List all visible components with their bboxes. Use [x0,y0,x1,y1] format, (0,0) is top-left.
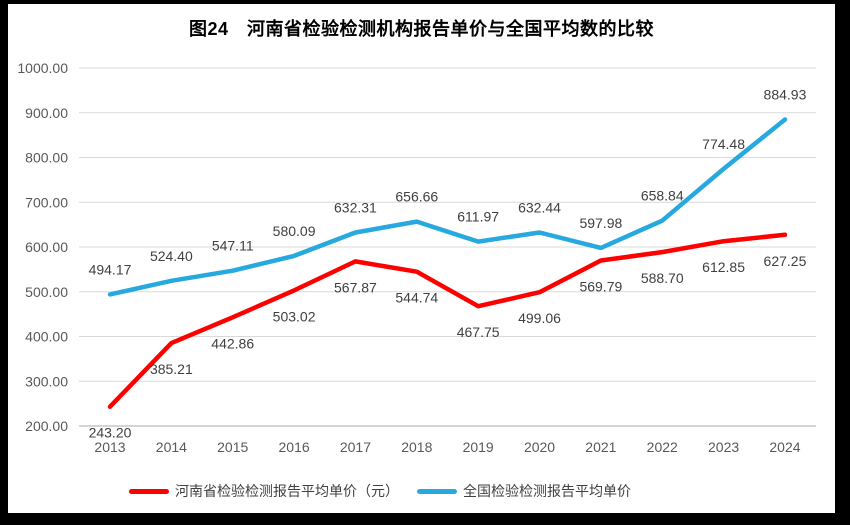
data-label: 569.79 [579,279,622,295]
legend-label-national: 全国检验检测报告平均单价 [463,483,631,499]
y-tick-label: 1000.00 [17,60,68,76]
data-label: 611.97 [457,209,499,225]
x-tick-label: 2021 [585,439,616,455]
legend-item-henan: 河南省检验检测报告平均单价（元） [129,481,399,501]
x-tick-label: 2019 [463,439,494,455]
x-tick-label: 2016 [279,439,310,455]
data-label: 656.66 [395,189,438,205]
y-axis-tick-labels: 200.00 300.00 400.00 500.00 600.00 700.00 800.… [17,60,68,434]
legend-label-henan: 河南省检验检测报告平均单价（元） [175,483,399,499]
data-label: 588.70 [641,270,684,286]
data-label: 774.48 [702,136,745,152]
x-tick-label: 2014 [156,439,187,455]
data-label: 580.09 [273,223,316,239]
data-label: 243.20 [89,425,132,441]
y-tick-label: 900.00 [25,105,68,121]
data-label: 442.86 [211,335,254,351]
data-label: 627.25 [764,253,807,269]
series-line-0 [107,232,788,409]
data-label: 632.31 [334,200,377,216]
data-label: 524.40 [150,248,193,264]
x-tick-label: 2023 [708,439,739,455]
data-labels-series-1: 494.17 524.40 547.11 580.09 632.31 656.66 611.… [89,86,807,277]
data-label: 597.98 [579,215,622,231]
data-labels-series-0: 243.20 385.21 442.86 503.02 567.87 544.74 467.… [89,253,807,441]
x-tick-label: 2022 [647,439,678,455]
data-label: 467.75 [457,324,500,340]
data-label: 385.21 [150,361,193,377]
y-tick-label: 400.00 [25,329,68,345]
henan-series-line-sample [129,488,169,494]
chart-title: 图24 河南省检验检测机构报告单价与全国平均数的比较 [188,19,655,39]
x-axis-tick-labels: 2013 2014 2015 2016 2017 2018 2019 2020 2021 2022… [94,439,800,455]
data-label: 494.17 [89,261,132,277]
y-tick-label: 700.00 [25,194,68,210]
legend: 河南省检验检测报告平均单价（元） 全国检验检测报告平均单价 [8,481,752,501]
y-tick-label: 200.00 [25,418,68,434]
series-line-1 [107,117,788,297]
x-tick-label: 2024 [769,439,800,455]
y-tick-label: 600.00 [25,239,68,255]
plot-area: 200.00 300.00 400.00 500.00 600.00 700.00 800.… [17,60,816,455]
data-label: 658.84 [641,188,684,204]
gridlines [79,67,816,427]
data-label: 503.02 [273,308,316,324]
y-tick-label: 800.00 [25,150,68,166]
data-label: 884.93 [764,86,807,102]
x-tick-label: 2020 [524,439,555,455]
y-tick-label: 500.00 [25,284,68,300]
national-series-line-sample [417,488,457,494]
data-label: 567.87 [334,279,377,295]
data-label: 544.74 [395,290,438,306]
x-tick-label: 2018 [401,439,432,455]
data-label: 499.06 [518,310,561,326]
legend-item-national: 全国检验检测报告平均单价 [417,481,631,501]
x-tick-label: 2013 [94,439,125,455]
chart-canvas: 图24 河南省检验检测机构报告单价与全国平均数的比较 200.00 300.00 4… [8,4,835,513]
x-tick-label: 2017 [340,439,371,455]
x-tick-label: 2015 [217,439,248,455]
data-label: 612.85 [702,259,745,275]
y-tick-label: 300.00 [25,373,68,389]
data-label: 547.11 [212,238,254,254]
data-label: 632.44 [518,199,561,215]
